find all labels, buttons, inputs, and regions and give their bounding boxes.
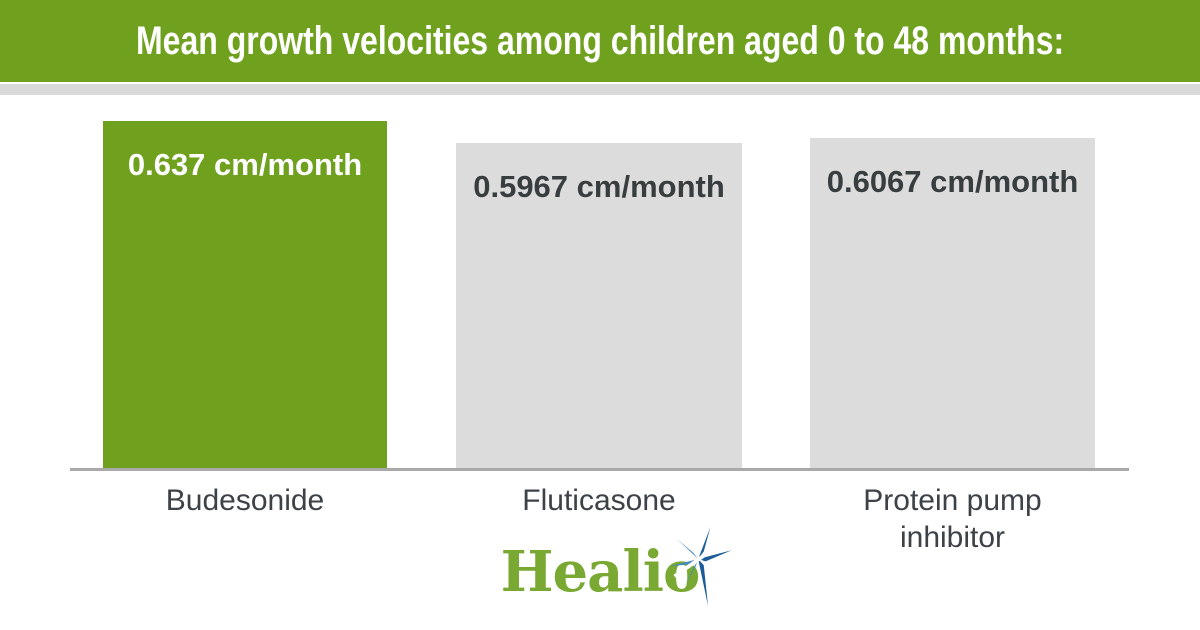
healio-logo-inner: Healio: [501, 526, 732, 607]
chart-title: Mean growth velocities among children ag…: [135, 18, 1065, 63]
category-label-fluticasone: Fluticasone: [522, 484, 676, 517]
bar-budesonide: 0.637 cm/month: [103, 121, 387, 468]
bar-protein-pump-inhibitor: 0.6067 cm/month: [810, 138, 1095, 468]
title-banner: Mean growth velocities among children ag…: [0, 0, 1200, 82]
healio-logo: Healio: [501, 526, 799, 607]
category-label-budesonide: Budesonide: [165, 484, 325, 517]
bar-value-label-fluticasone: 0.5967 cm/month: [473, 169, 725, 204]
x-axis-line: [70, 468, 1129, 471]
bar-fluticasone: 0.5967 cm/month: [456, 143, 742, 468]
bar-value-label-protein-pump-inhibitor: 0.6067 cm/month: [826, 164, 1079, 199]
starburst-icon: [669, 526, 732, 607]
banner-shadow-strip: [0, 84, 1200, 95]
category-label-protein-pump-inhibitor: Protein pump inhibitor: [863, 484, 1042, 554]
healio-wordmark: Healio: [500, 539, 701, 605]
bar-value-label-budesonide: 0.637 cm/month: [127, 147, 363, 182]
